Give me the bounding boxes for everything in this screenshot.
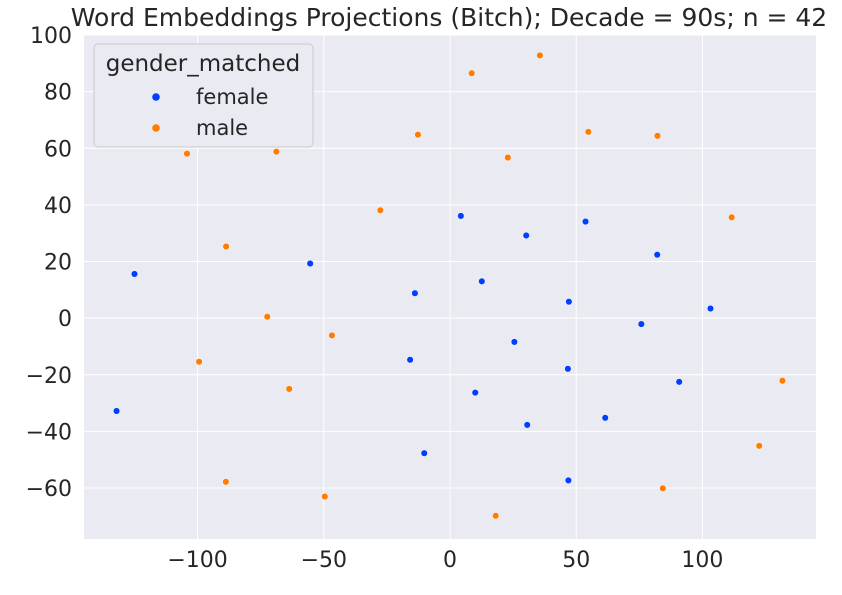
data-point-male <box>755 442 763 450</box>
data-point-male <box>659 484 667 492</box>
y-tick-label: 40 <box>44 194 72 219</box>
data-point-female <box>471 389 479 397</box>
data-point-male <box>492 512 500 520</box>
data-point-male <box>328 331 336 339</box>
x-tick-label: 100 <box>681 548 723 573</box>
data-point-female <box>420 449 428 457</box>
x-tick-label: 0 <box>443 548 457 573</box>
data-point-female <box>706 304 715 313</box>
data-point-male <box>183 150 191 158</box>
data-point-male <box>263 313 271 321</box>
data-point-female <box>601 414 609 422</box>
x-tick-label: −50 <box>301 548 347 573</box>
x-tick-labels: −100 −50 0 50 100 <box>167 548 723 573</box>
data-point-female <box>306 259 314 268</box>
y-tick-label: 60 <box>44 137 72 162</box>
data-point-female <box>564 365 572 373</box>
legend-marker-male <box>152 124 160 132</box>
y-tick-label: 100 <box>30 24 72 49</box>
legend: gender_matched female male <box>93 43 314 148</box>
data-point-female <box>522 231 530 240</box>
data-point-female <box>653 251 661 259</box>
data-point-male <box>195 358 203 366</box>
data-point-male <box>321 492 329 501</box>
data-point-female <box>130 270 139 278</box>
y-tick-label: 20 <box>44 251 72 276</box>
data-point-male <box>584 128 592 136</box>
data-point-male <box>504 154 512 162</box>
data-point-female <box>457 212 465 220</box>
data-point-female <box>406 356 414 364</box>
data-point-male <box>376 206 384 214</box>
data-point-female <box>637 320 645 328</box>
data-point-female <box>675 378 683 386</box>
y-tick-label: 0 <box>58 307 72 332</box>
y-tick-label: 80 <box>44 81 72 106</box>
x-tick-label: 50 <box>562 548 590 573</box>
legend-box <box>93 43 314 148</box>
data-point-male <box>728 213 736 221</box>
legend-label-female: female <box>196 85 268 109</box>
data-point-female <box>411 289 419 297</box>
data-point-female <box>581 218 590 226</box>
data-point-female <box>113 407 121 415</box>
data-point-male <box>222 478 230 486</box>
data-point-male <box>653 132 662 140</box>
y-tick-label: −20 <box>26 364 72 389</box>
y-tick-labels: −60 −40 −20 0 20 40 60 80 100 <box>26 24 72 502</box>
data-point-female <box>523 421 531 429</box>
data-point-male <box>468 69 476 77</box>
grid-lines <box>84 34 816 539</box>
legend-label-male: male <box>196 116 248 140</box>
chart-title: Word Embeddings Projections (Bitch); Dec… <box>71 3 827 32</box>
x-tick-label: −100 <box>167 548 227 573</box>
data-point-male <box>414 131 422 139</box>
legend-marker-female <box>152 93 160 101</box>
data-point-female <box>564 476 572 484</box>
data-point-female <box>565 298 573 306</box>
data-point-male <box>222 242 230 251</box>
y-tick-label: −40 <box>26 420 72 445</box>
data-point-male <box>285 385 293 393</box>
y-tick-label: −60 <box>26 477 72 502</box>
data-point-female <box>478 277 486 285</box>
data-point-female <box>510 338 518 346</box>
data-point-male <box>536 51 544 59</box>
data-point-male <box>778 377 786 385</box>
data-points <box>113 51 786 520</box>
legend-title: gender_matched <box>106 51 301 77</box>
data-point-male <box>272 148 280 156</box>
